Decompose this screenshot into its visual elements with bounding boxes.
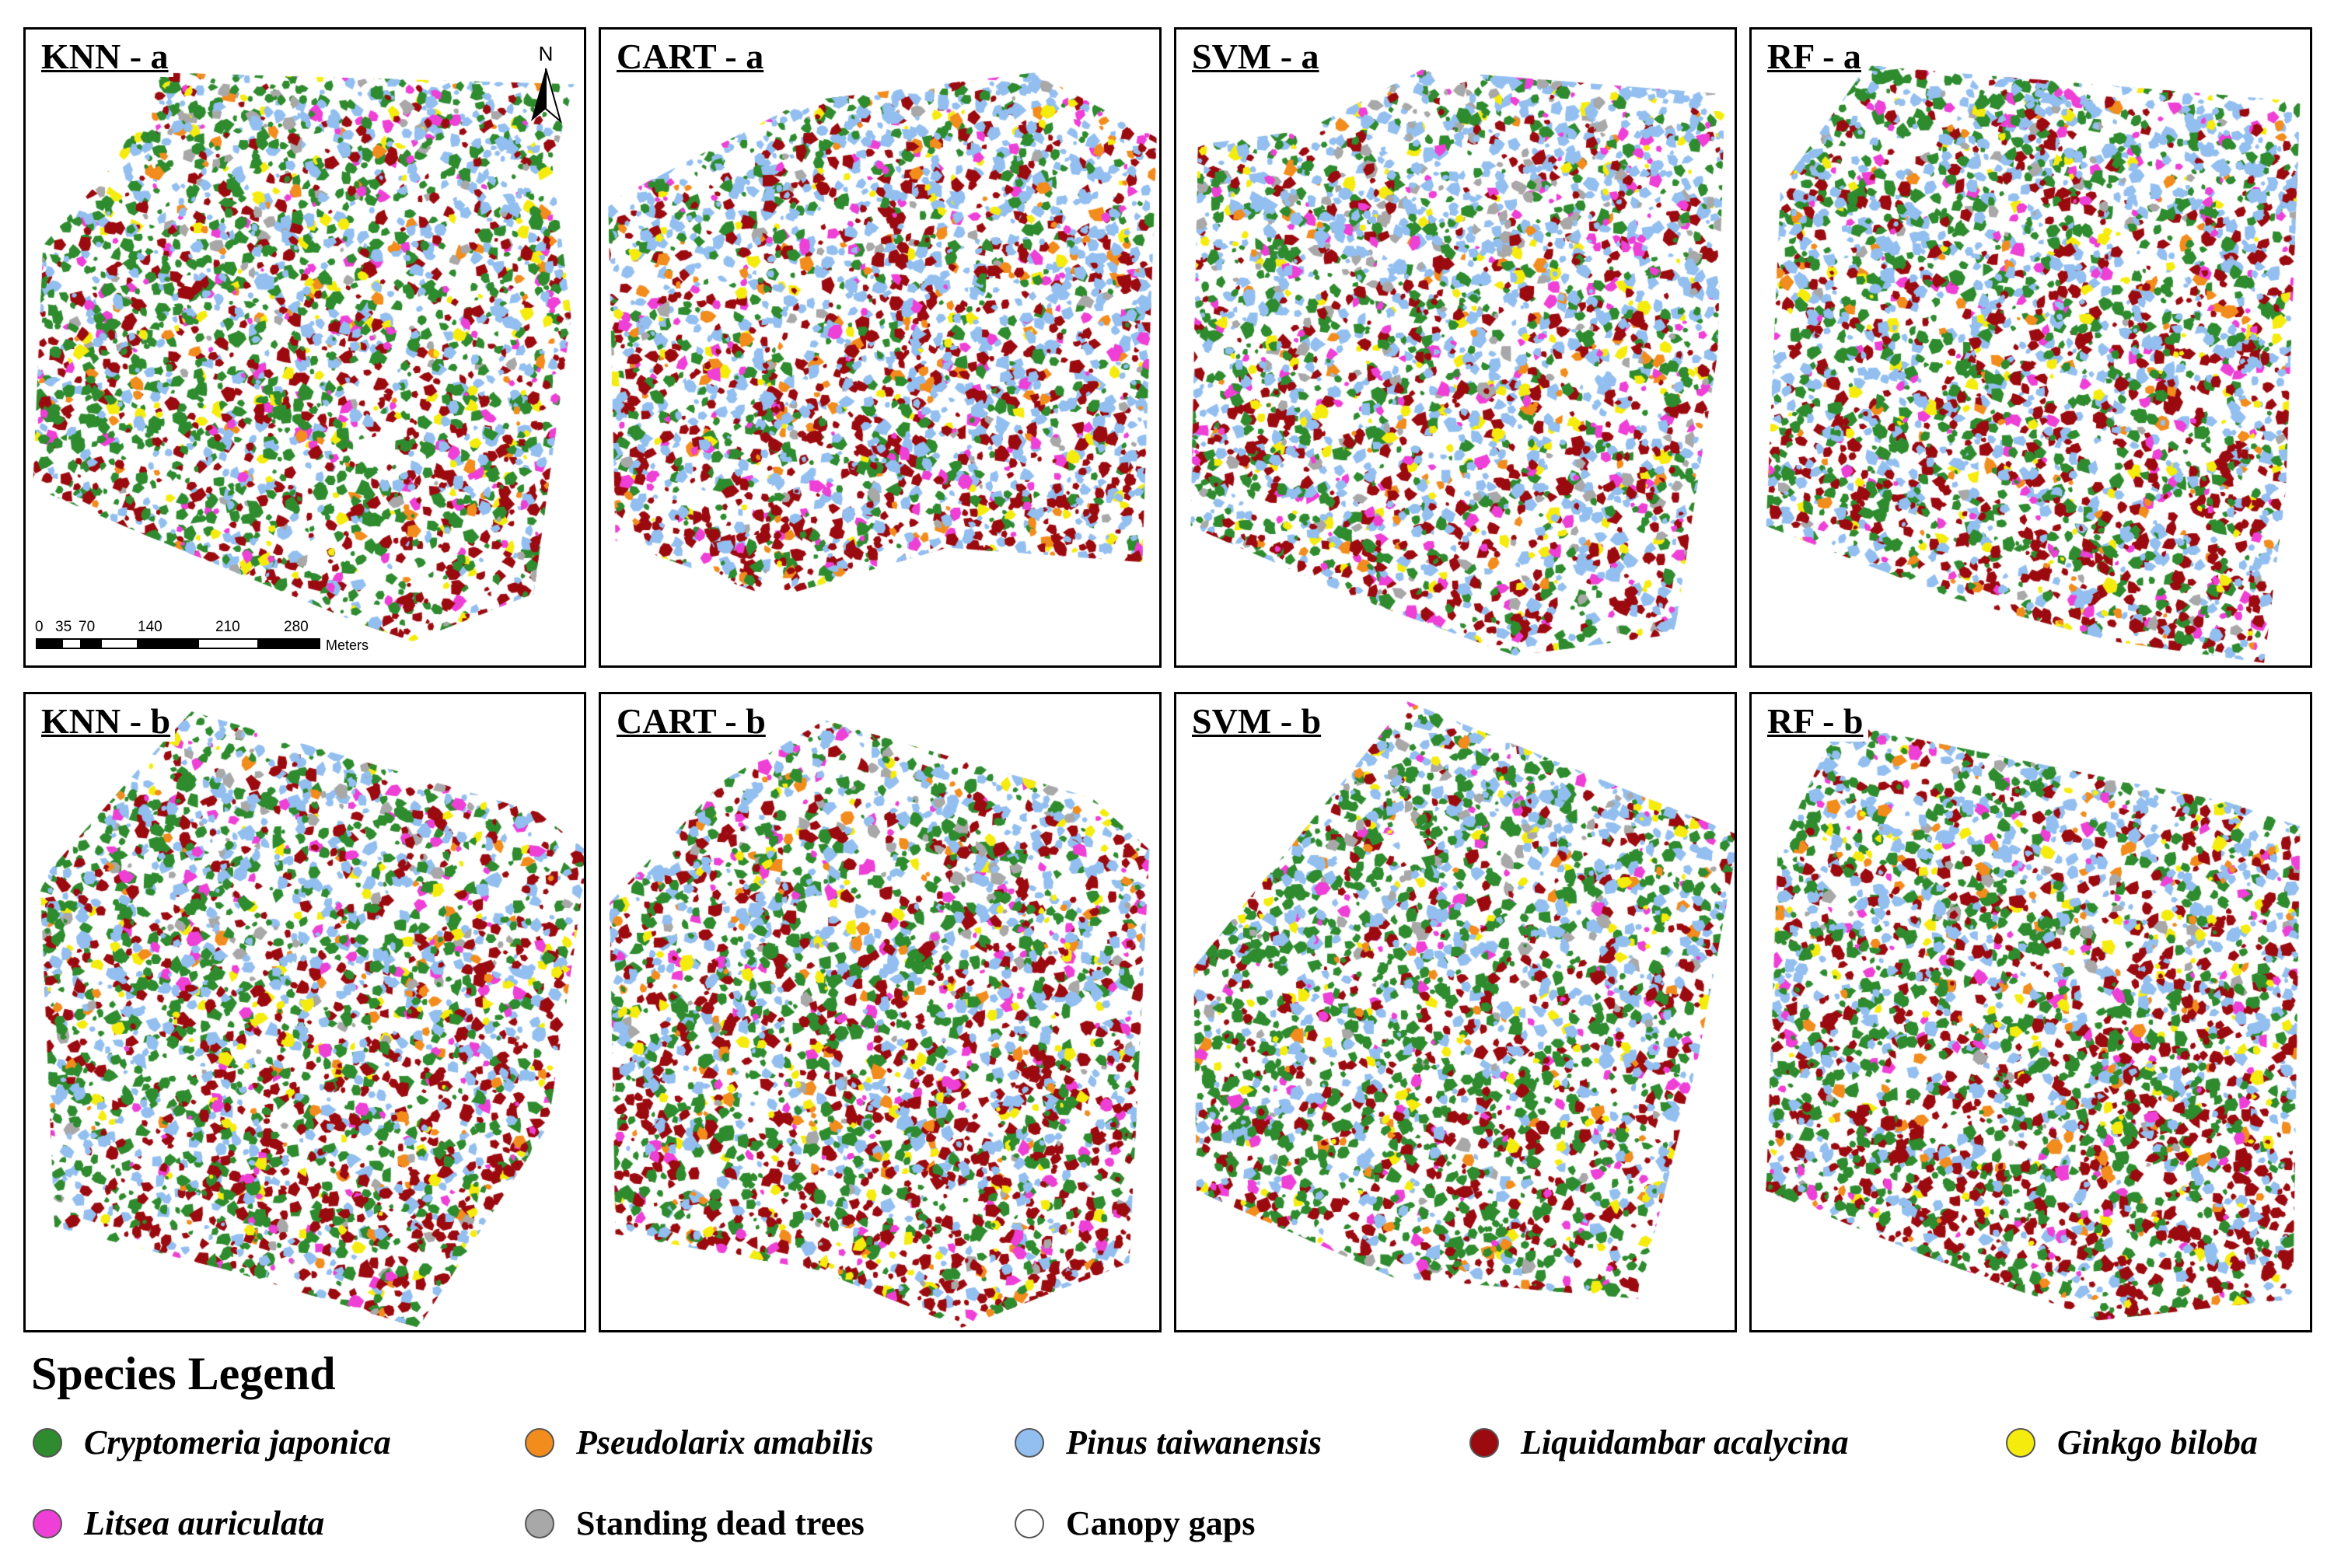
legend-item-pseudolarix: Pseudolarix amabilis xyxy=(525,1423,874,1462)
swatch-icon xyxy=(1015,1508,1044,1538)
svg-text:Meters: Meters xyxy=(326,637,369,653)
classification-map xyxy=(1176,30,1735,665)
map-panel-svm-b: SVM - b xyxy=(1174,692,1737,1332)
scale-bar: 0 35 70 140 210 280 Meters xyxy=(35,619,369,653)
legend-title: Species Legend xyxy=(31,1348,336,1399)
legend-label: Litsea auriculata xyxy=(84,1504,325,1542)
classification-map xyxy=(601,30,1159,665)
panel-label: SVM - b xyxy=(1187,701,1326,742)
swatch-icon xyxy=(33,1508,62,1538)
svg-text:210: 210 xyxy=(215,619,240,635)
panel-label: KNN - b xyxy=(37,701,176,742)
map-panel-cart-b: CART - b xyxy=(599,692,1162,1332)
legend-item-litsea: Litsea auriculata xyxy=(33,1503,324,1543)
swatch-icon xyxy=(1015,1427,1044,1458)
panel-label: KNN - a xyxy=(37,37,173,77)
legend-item-pinus: Pinus taiwanensis xyxy=(1015,1423,1322,1462)
legend-label: Pseudolarix amabilis xyxy=(576,1423,874,1461)
svg-text:N: N xyxy=(539,42,554,65)
legend-label: Pinus taiwanensis xyxy=(1066,1423,1322,1461)
svg-text:140: 140 xyxy=(138,619,162,635)
legend-item-canopy-gaps: Canopy gaps xyxy=(1015,1503,1255,1543)
map-panel-rf-b: RF - b xyxy=(1749,692,2312,1332)
swatch-icon xyxy=(525,1508,554,1538)
panel-label: CART - b xyxy=(612,701,770,742)
legend-label: Ginkgo biloba xyxy=(2057,1423,2258,1461)
swatch-icon xyxy=(1469,1427,1499,1458)
legend-label: Standing dead trees xyxy=(576,1504,865,1542)
legend-label: Liquidambar acalycina xyxy=(1521,1423,1849,1461)
map-panel-knn-a: KNN - a N 0 35 70 140 210 280 Meters xyxy=(23,27,586,668)
map-panel-svm-a: SVM - a xyxy=(1174,27,1737,668)
panel-label: SVM - a xyxy=(1187,37,1324,77)
swatch-icon xyxy=(33,1427,62,1458)
classification-map xyxy=(1752,694,2310,1330)
map-panel-cart-a: CART - a xyxy=(599,27,1162,668)
swatch-icon xyxy=(525,1427,554,1458)
classification-map xyxy=(26,30,584,665)
panel-label: RF - b xyxy=(1763,701,1868,742)
classification-map xyxy=(601,694,1159,1330)
legend-item-dead-trees: Standing dead trees xyxy=(525,1503,865,1543)
north-arrow-icon: N xyxy=(531,42,562,124)
classification-map xyxy=(26,694,584,1330)
panel-label: CART - a xyxy=(612,37,769,77)
classification-map xyxy=(1176,694,1735,1330)
svg-text:280: 280 xyxy=(284,619,309,635)
legend-item-cryptomeria: Cryptomeria japonica xyxy=(33,1423,391,1462)
legend-label: Cryptomeria japonica xyxy=(84,1423,391,1461)
svg-text:0: 0 xyxy=(35,619,44,635)
map-panel-rf-a: RF - a xyxy=(1749,27,2312,668)
panel-label: RF - a xyxy=(1763,37,1866,77)
swatch-icon xyxy=(2006,1427,2035,1458)
svg-text:35: 35 xyxy=(55,619,72,635)
classification-map xyxy=(1752,30,2310,665)
map-panel-knn-b: KNN - b xyxy=(23,692,586,1332)
legend-item-ginkgo: Ginkgo biloba xyxy=(2006,1423,2258,1462)
legend-item-liquidambar: Liquidambar acalycina xyxy=(1469,1423,1849,1462)
svg-text:70: 70 xyxy=(79,619,95,635)
legend-label: Canopy gaps xyxy=(1066,1504,1256,1542)
